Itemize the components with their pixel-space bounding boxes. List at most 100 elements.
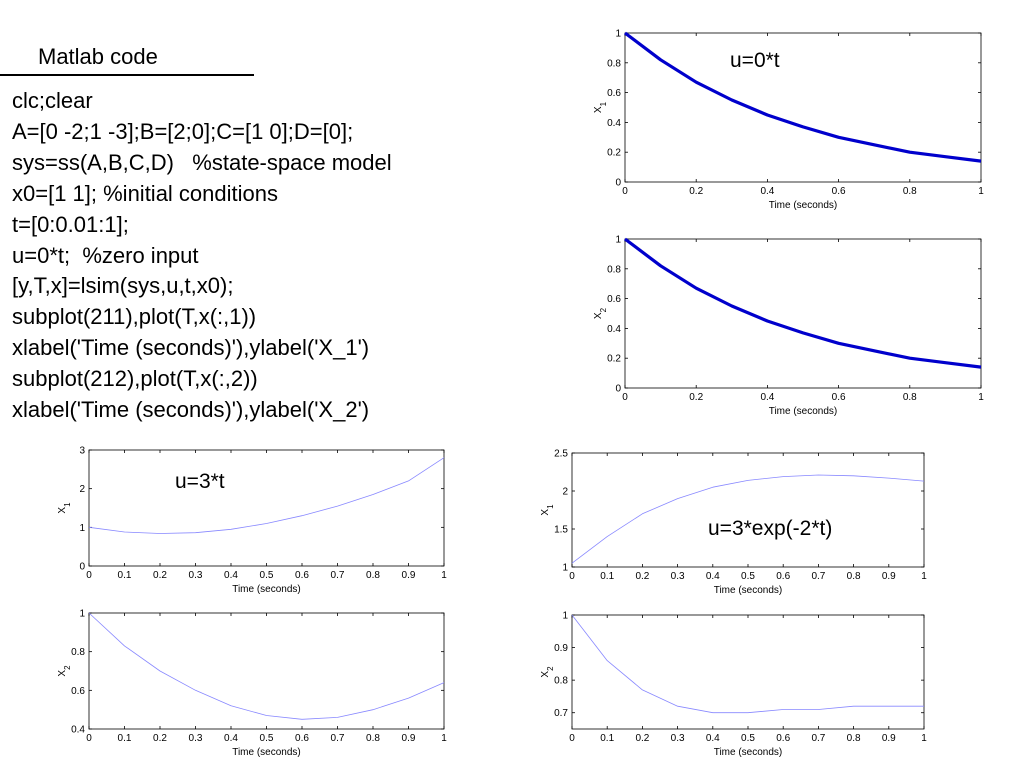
line-chart: 0 0.1 0.2 0.3 0.4 0.5 0.6 0.7 0.8 0.9 1 0.7 0.8 0.9 1 T…: [540, 611, 927, 759]
x-tick-label: 0.4: [224, 570, 238, 581]
line-chart: 0 0.2 0.4 0.6 0.8 1 0 0.2 0.4 0.6 0.8 1 Time (second…: [593, 235, 984, 418]
x-tick-label: 0.3: [189, 570, 203, 581]
y-axis-label: X1: [593, 101, 608, 113]
x-tick-label: 0.1: [118, 570, 132, 581]
y-tick-label: 1: [615, 29, 621, 40]
y-tick-label: 0.4: [607, 118, 621, 129]
code-line: sys=ss(A,B,C,D) %state-space model: [12, 149, 392, 175]
x-tick-label: 0: [569, 733, 575, 744]
code-line: A=[0 -2;1 -3];B=[2;0];C=[1 0];D=[0];: [12, 118, 354, 144]
x-tick-label: 0.6: [776, 733, 790, 744]
plot-frame: [88, 449, 445, 567]
line-chart: 0 0.1 0.2 0.3 0.4 0.5 0.6 0.7 0.8 0.9 1 1 1.5 2 2.5 Tim…: [540, 449, 927, 597]
x-tick-label: 0: [622, 186, 628, 197]
x-axis-label: Time (seconds): [714, 747, 783, 758]
y-axis-label: X2: [540, 666, 555, 678]
x-axis-label: Time (seconds): [714, 585, 783, 596]
y-tick-label: 0.6: [607, 88, 621, 99]
plot-frame: [624, 32, 982, 183]
code-heading: Matlab code: [38, 44, 158, 69]
x-axis-label: Time (seconds): [769, 200, 838, 211]
x-tick-label: 0.4: [760, 186, 774, 197]
x-tick-label: 1: [441, 570, 447, 581]
y-tick-label: 0.7: [554, 708, 568, 719]
x-axis-label: Time (seconds): [232, 747, 301, 758]
x-tick-label: 0.9: [882, 733, 896, 744]
code-line: xlabel('Time (seconds)'),ylabel('X_1'): [12, 335, 370, 361]
x-tick-label: 0.6: [295, 733, 309, 744]
plot-frame: [624, 238, 982, 389]
y-tick-label: 2: [79, 484, 85, 495]
plot-annotation: u=3*t: [175, 470, 225, 493]
y-tick-label: 1: [562, 563, 568, 574]
x-tick-label: 0.6: [832, 186, 846, 197]
plot-frame: [571, 614, 925, 730]
x-axis-label: Time (seconds): [232, 584, 301, 595]
y-tick-label: 1: [615, 235, 621, 246]
x-tick-label: 0.1: [600, 571, 614, 582]
x-tick-label: 0.7: [811, 733, 825, 744]
y-tick-label: 0: [615, 384, 621, 395]
x-tick-label: 0.8: [847, 733, 861, 744]
x-tick-label: 1: [921, 571, 927, 582]
series-line: [88, 457, 445, 534]
y-tick-label: 1: [79, 609, 85, 620]
x-tick-label: 1: [978, 186, 984, 197]
code-line: xlabel('Time (seconds)'),ylabel('X_2'): [12, 397, 370, 423]
x-tick-label: 0.4: [706, 571, 720, 582]
series-line: [571, 614, 924, 714]
code-line: subplot(211),plot(T,x(:,1)): [12, 304, 257, 330]
x-tick-label: 0.8: [847, 571, 861, 582]
y-tick-label: 0.9: [554, 643, 568, 654]
y-tick-label: 3: [79, 446, 85, 457]
series-line: [88, 612, 445, 720]
line-chart: 0 0.1 0.2 0.3 0.4 0.5 0.6 0.7 0.8 0.9 1 0.4 0.6 0.8 1 T…: [57, 609, 447, 759]
x-tick-label: 0.1: [118, 733, 132, 744]
x-tick-label: 0.8: [903, 392, 917, 403]
y-tick-label: 0.8: [607, 264, 621, 275]
y-axis-label: X2: [57, 665, 72, 677]
x-tick-label: 0: [86, 733, 92, 744]
x-tick-label: 0.9: [402, 733, 416, 744]
x-tick-label: 1: [441, 733, 447, 744]
x-tick-label: 0.2: [635, 571, 649, 582]
y-axis-label: X1: [57, 502, 72, 514]
y-tick-label: 0: [615, 178, 621, 189]
plot-frame: [571, 452, 925, 568]
y-tick-label: 0.8: [71, 647, 85, 658]
x-tick-label: 0.2: [153, 733, 167, 744]
x-tick-label: 0.6: [832, 392, 846, 403]
heading-underline: [0, 74, 254, 76]
x-tick-label: 0.5: [260, 733, 274, 744]
y-tick-label: 0.6: [71, 686, 85, 697]
series-line: [624, 237, 982, 369]
code-line: subplot(212),plot(T,x(:,2)): [12, 366, 258, 392]
x-tick-label: 0.5: [260, 570, 274, 581]
line-chart: 0 0.2 0.4 0.6 0.8 1 0 0.2 0.4 0.6 0.8 1 Time (second…: [593, 29, 984, 212]
x-tick-label: 0.3: [189, 733, 203, 744]
x-tick-label: 0.2: [689, 186, 703, 197]
x-tick-label: 0.1: [600, 733, 614, 744]
x-tick-label: 0: [622, 392, 628, 403]
y-tick-label: 0.4: [607, 324, 621, 335]
x-tick-label: 0.2: [689, 392, 703, 403]
y-tick-label: 2: [562, 487, 568, 498]
x-tick-label: 0.8: [366, 733, 380, 744]
x-tick-label: 0.6: [776, 571, 790, 582]
y-tick-label: 1.5: [554, 525, 568, 536]
x-tick-label: 0.7: [811, 571, 825, 582]
x-tick-label: 0.5: [741, 571, 755, 582]
line-chart: 0 0.1 0.2 0.3 0.4 0.5 0.6 0.7 0.8 0.9 1 0 1 2 3 Time (s…: [57, 446, 447, 596]
x-tick-label: 1: [921, 733, 927, 744]
x-tick-label: 0.4: [224, 733, 238, 744]
y-tick-label: 0: [79, 562, 85, 573]
plot-annotation: u=3*exp(-2*t): [708, 517, 832, 540]
x-tick-label: 0.2: [635, 733, 649, 744]
x-tick-label: 0.4: [706, 733, 720, 744]
y-tick-label: 0.8: [554, 676, 568, 687]
x-tick-label: 0: [86, 570, 92, 581]
x-tick-label: 0.8: [903, 186, 917, 197]
y-tick-label: 0.8: [607, 58, 621, 69]
y-tick-label: 0.4: [71, 725, 85, 736]
x-axis-label: Time (seconds): [769, 406, 838, 417]
